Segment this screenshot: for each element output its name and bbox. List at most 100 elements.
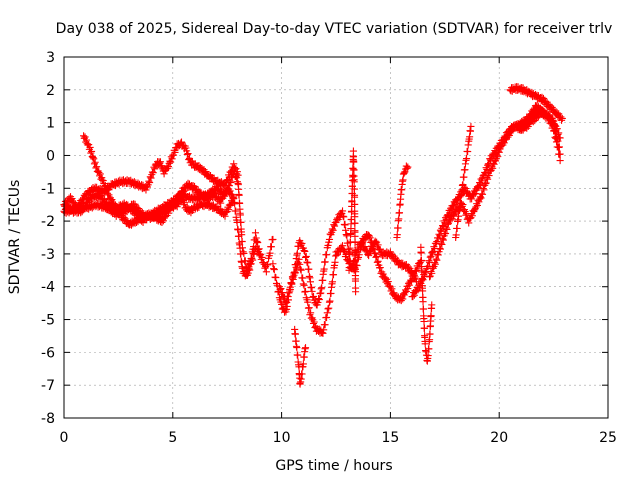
data-point	[171, 148, 179, 156]
data-point	[351, 265, 359, 273]
x-tick-label: 5	[168, 430, 177, 446]
data-point	[296, 265, 305, 273]
data-point	[482, 179, 490, 187]
data-point	[324, 241, 332, 249]
data-point	[425, 345, 433, 353]
data-point	[395, 209, 404, 217]
data-point	[295, 255, 303, 263]
data-point	[465, 219, 473, 227]
data-point	[82, 202, 90, 211]
data-point	[489, 164, 497, 172]
data-point	[264, 254, 273, 262]
data-point	[339, 212, 347, 220]
data-point	[245, 263, 253, 271]
data-point	[351, 213, 359, 221]
data-point	[460, 173, 468, 181]
data-point	[164, 163, 172, 171]
data-point	[484, 175, 492, 183]
y-tick-label: -5	[41, 313, 55, 329]
data-point	[346, 257, 354, 265]
data-point	[350, 178, 358, 186]
data-point	[371, 250, 379, 258]
data-point	[304, 298, 312, 306]
x-tick-label: 20	[490, 430, 508, 446]
data-point	[500, 139, 508, 147]
data-point	[319, 329, 327, 337]
data-point	[238, 231, 246, 239]
data-point	[555, 150, 563, 158]
data-series	[517, 104, 564, 165]
data-point	[473, 201, 481, 210]
data-point	[325, 235, 334, 244]
data-series	[506, 83, 566, 124]
y-tick-label: -4	[41, 280, 55, 296]
data-point	[328, 278, 337, 286]
data-point	[96, 170, 104, 178]
data-point	[315, 294, 323, 303]
data-point	[301, 247, 309, 255]
data-point	[340, 213, 348, 221]
data-point	[329, 226, 337, 234]
data-point	[234, 171, 242, 179]
data-point	[414, 264, 422, 272]
data-point	[269, 235, 277, 243]
data-point	[304, 259, 312, 267]
data-point	[351, 200, 359, 208]
data-point	[238, 244, 246, 252]
data-point	[246, 257, 254, 266]
data-point	[91, 158, 99, 166]
y-tick-label: 3	[46, 50, 55, 66]
data-point	[159, 217, 167, 225]
data-point	[342, 226, 350, 234]
data-point	[351, 277, 360, 285]
data-point	[551, 133, 559, 141]
data-point	[424, 262, 432, 270]
x-axis-label: GPS time / hours	[275, 458, 392, 474]
y-tick-label: -7	[41, 378, 55, 394]
data-point	[400, 169, 408, 177]
data-point	[298, 370, 306, 378]
data-point	[68, 194, 76, 203]
data-point	[225, 173, 233, 181]
data-point	[361, 242, 369, 251]
data-point	[248, 248, 256, 256]
data-point	[427, 252, 435, 260]
data-point	[250, 243, 258, 251]
data-point	[299, 360, 307, 368]
data-point	[417, 257, 425, 265]
data-point	[82, 136, 91, 144]
data-point	[299, 280, 307, 288]
data-point	[89, 154, 97, 162]
data-point	[415, 283, 423, 291]
data-point	[550, 126, 558, 135]
data-points	[60, 83, 566, 388]
data-point	[480, 186, 488, 194]
data-point	[463, 154, 471, 163]
data-point	[265, 252, 273, 260]
data-point	[379, 270, 387, 278]
data-point	[399, 295, 407, 303]
data-point	[320, 265, 328, 273]
data-point	[485, 171, 493, 180]
y-tick-label: -2	[41, 214, 55, 230]
data-point	[323, 251, 331, 259]
data-point	[545, 115, 553, 123]
data-point	[350, 158, 358, 166]
data-point	[341, 221, 349, 229]
data-point	[406, 264, 414, 272]
data-point	[270, 266, 278, 274]
axis-ticks: 0 5 10 15 20 25 -8 -7 -6 -5 -4 -3 -2 -1 0 1 2 3	[41, 50, 617, 446]
data-point	[441, 229, 450, 238]
data-point	[348, 197, 356, 205]
data-point	[291, 269, 299, 277]
data-point	[93, 163, 101, 171]
data-point	[342, 251, 350, 259]
data-series	[269, 207, 421, 316]
data-point	[313, 301, 321, 309]
data-point	[86, 143, 94, 151]
data-series	[393, 162, 412, 242]
data-point	[175, 194, 183, 202]
data-point	[305, 304, 313, 312]
data-point	[309, 292, 318, 300]
